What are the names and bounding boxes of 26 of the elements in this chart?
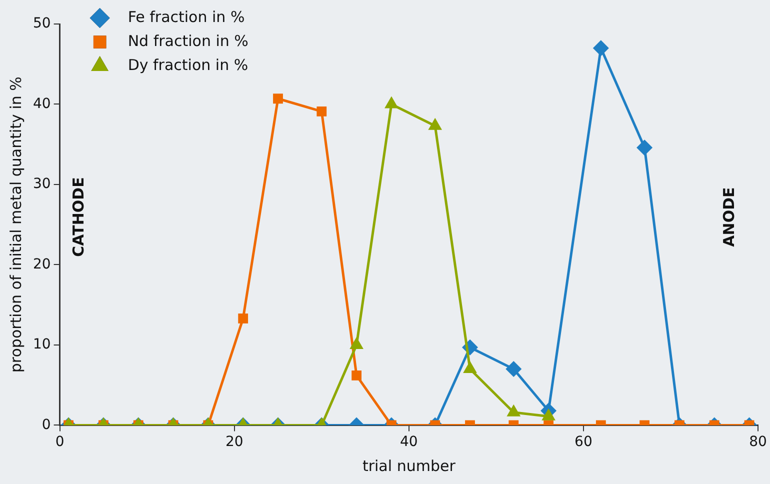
annotation: ANODE <box>720 187 738 247</box>
legend-label: Dy fraction in % <box>128 56 248 74</box>
y-tick-label: 0 <box>42 416 51 433</box>
point <box>316 106 327 116</box>
x-axis-title: trial number <box>362 456 456 475</box>
point <box>273 94 283 104</box>
y-tick-label: 30 <box>32 176 51 192</box>
point <box>463 361 477 374</box>
x-tick-label: 20 <box>225 434 244 450</box>
y-tick-label: 50 <box>32 16 51 32</box>
x-tick-label: 80 <box>749 434 767 450</box>
point <box>506 404 521 416</box>
legend-label: Fe fraction in % <box>128 8 245 26</box>
annotation: CATHODE <box>70 177 88 257</box>
y-axis-title: proportion of initial metal quantity in % <box>6 76 25 373</box>
point <box>636 140 653 156</box>
x-tick-label: 40 <box>400 434 418 450</box>
y-tick-label: 10 <box>32 336 51 353</box>
x-tick-label: 0 <box>55 434 64 450</box>
y-tick-label: 20 <box>32 256 51 272</box>
y-tick-label: 40 <box>32 96 51 112</box>
point <box>592 40 609 56</box>
legend-label: Nd fraction in % <box>128 32 248 50</box>
point <box>350 336 364 349</box>
x-tick-label: 60 <box>574 434 592 450</box>
point <box>542 408 556 420</box>
